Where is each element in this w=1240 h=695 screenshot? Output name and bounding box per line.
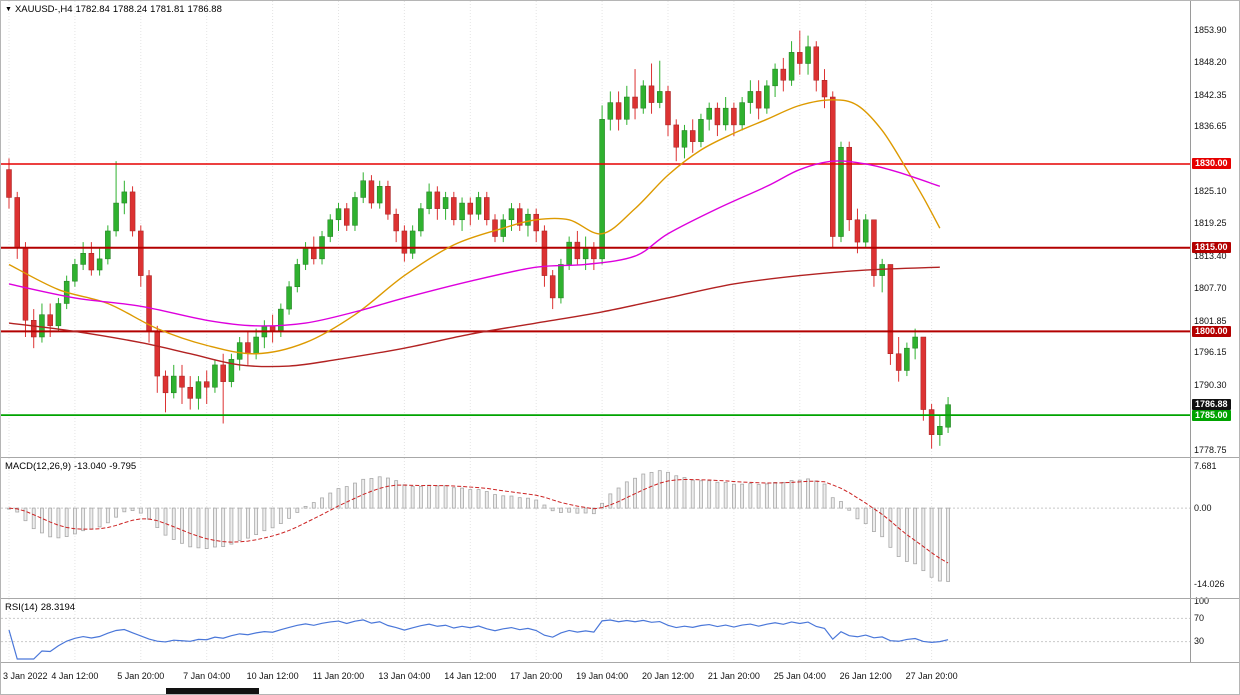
time-axis-label: 13 Jan 04:00 <box>378 671 431 681</box>
time-axis-label: 7 Jan 04:00 <box>183 671 231 681</box>
moving-averages-layer <box>8 99 941 368</box>
panel-separator <box>1 662 1239 663</box>
ohlc-low: 1781.81 <box>150 4 185 15</box>
macd-axis-label: 0.00 <box>1194 502 1212 513</box>
macd-name: MACD(12,26,9) <box>5 461 71 472</box>
time-axis-label: 21 Jan 20:00 <box>707 671 760 681</box>
rsi-indicator-label: RSI(14) 28.3194 <box>5 602 78 613</box>
macd-signal-line <box>8 478 949 564</box>
candles-layer <box>6 30 951 449</box>
rsi-value: 28.3194 <box>40 602 76 613</box>
price-axis-label: 1813.40 <box>1194 251 1227 262</box>
main-chart-canvas[interactable] <box>1 1 1191 457</box>
ma-fast-orange <box>8 99 941 355</box>
price-axis-label: 1807.70 <box>1194 282 1227 293</box>
panel-separator <box>1 457 1239 458</box>
price-axis-label: 1836.65 <box>1194 121 1227 132</box>
time-axis-label: 14 Jan 12:00 <box>444 671 497 681</box>
price-axis-label: 1848.20 <box>1194 56 1227 67</box>
ma-slow-darkred <box>8 266 940 368</box>
rsi-axis-label: 30 <box>1194 636 1205 647</box>
time-axis-label: 3 Jan 2022 <box>3 671 48 681</box>
price-axis-label: 1819.25 <box>1194 218 1227 229</box>
time-axis-label: 26 Jan 12:00 <box>839 671 892 681</box>
time-axis-label: 27 Jan 20:00 <box>905 671 958 681</box>
rsi-line <box>8 619 949 660</box>
time-axis-label: 20 Jan 12:00 <box>641 671 695 681</box>
time-axis-label: 11 Jan 20:00 <box>312 671 365 681</box>
price-axis-label: 1801.85 <box>1194 315 1227 326</box>
rsi-axis-label: 70 <box>1194 612 1205 623</box>
collapse-arrow-icon[interactable]: ▼ <box>5 6 12 13</box>
price-axis-label: 1778.75 <box>1194 444 1227 455</box>
time-axis-label: 17 Jan 20:00 <box>510 671 563 681</box>
time-axis-label: 19 Jan 04:00 <box>576 671 629 681</box>
macd-histogram <box>7 470 950 582</box>
macd-value-main: -13.040 <box>74 461 107 472</box>
hline-badge-1830.00: 1830.00 <box>1192 158 1231 170</box>
time-axis-label: 10 Jan 12:00 <box>246 671 299 681</box>
hline-badge-1800.00: 1800.00 <box>1192 325 1231 337</box>
macd-value-signal: -9.795 <box>109 461 137 472</box>
time-axis-label: 25 Jan 04:00 <box>773 671 826 681</box>
time-axis-label: 5 Jan 20:00 <box>117 671 165 681</box>
hline-badge-1815.00: 1815.00 <box>1192 242 1231 254</box>
macd-axis-label: 7.681 <box>1194 460 1217 471</box>
macd-axis-label: -14.026 <box>1194 579 1225 590</box>
time-axis-label: 4 Jan 12:00 <box>51 671 99 681</box>
panel-separator <box>1 598 1239 599</box>
rsi-panel-canvas[interactable] <box>1 599 1191 662</box>
hline-badge-1785.00: 1785.00 <box>1192 409 1231 421</box>
price-axis-label: 1796.15 <box>1194 347 1227 358</box>
current-price-badge: 1786.88 <box>1192 399 1231 411</box>
symbol-period-label: XAUUSD-,H4 <box>14 4 73 15</box>
taskbar-fragment <box>166 688 259 694</box>
macd-indicator-label: MACD(12,26,9) -13.040 -9.795 <box>5 461 139 472</box>
ma-mid-magenta <box>8 160 941 327</box>
ohlc-high: 1788.24 <box>112 4 148 15</box>
ohlc-open: 1782.84 <box>75 4 110 15</box>
price-axis-label: 1842.35 <box>1194 89 1227 100</box>
price-axis[interactable]: 1853.90 1848.20 1842.35 1836.65 1825.10 1819.… <box>1190 1 1239 662</box>
chart-header: ▼ XAUUSD-,H4 1782.84 1788.24 1781.81 1786.88 <box>5 4 225 15</box>
rsi-axis-label: 100 <box>1194 595 1210 606</box>
price-axis-label: 1790.30 <box>1194 380 1227 391</box>
rsi-name: RSI(14) <box>5 602 38 613</box>
macd-panel-canvas[interactable] <box>1 458 1191 598</box>
price-axis-label: 1853.90 <box>1194 25 1227 36</box>
price-axis-label: 1825.10 <box>1194 185 1227 196</box>
ohlc-close: 1786.88 <box>187 4 222 15</box>
horizontal-level-lines[interactable] <box>1 163 1191 417</box>
